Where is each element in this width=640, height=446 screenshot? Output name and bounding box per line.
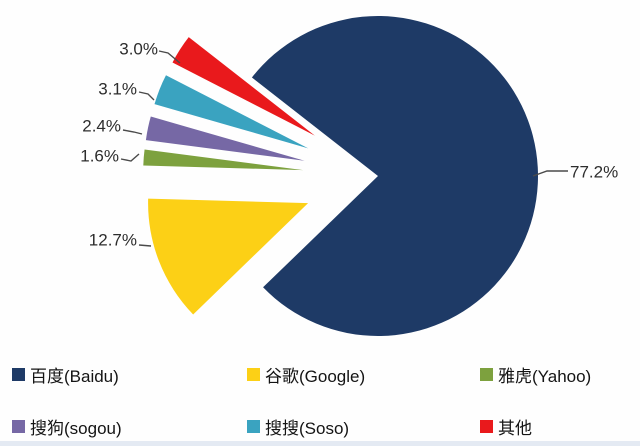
slice-percent-label-google: 12.7% — [89, 231, 137, 250]
pie-slice-sogou — [145, 116, 305, 161]
leader-line-sogou — [122, 129, 143, 135]
leader-line-soso — [138, 91, 155, 101]
slice-percent-label-sogou: 2.4% — [82, 117, 121, 136]
pie-slice-baidu — [251, 16, 538, 337]
slice-percent-label-other: 3.0% — [119, 40, 158, 59]
leader-line-google — [138, 244, 152, 247]
pie-slice-other — [172, 37, 315, 136]
leader-line-yahoo — [120, 153, 140, 162]
pie-slice-yahoo — [143, 149, 304, 171]
slice-percent-label-baidu: 77.2% — [570, 163, 618, 182]
leader-line-other — [158, 50, 181, 64]
slice-percent-label-soso: 3.1% — [98, 80, 137, 99]
pie-slice-soso — [154, 75, 309, 149]
pie-slice-google — [148, 198, 309, 315]
leader-line-baidu — [532, 170, 568, 177]
bottom-border-band — [0, 441, 640, 446]
slice-percent-label-yahoo: 1.6% — [80, 147, 119, 166]
